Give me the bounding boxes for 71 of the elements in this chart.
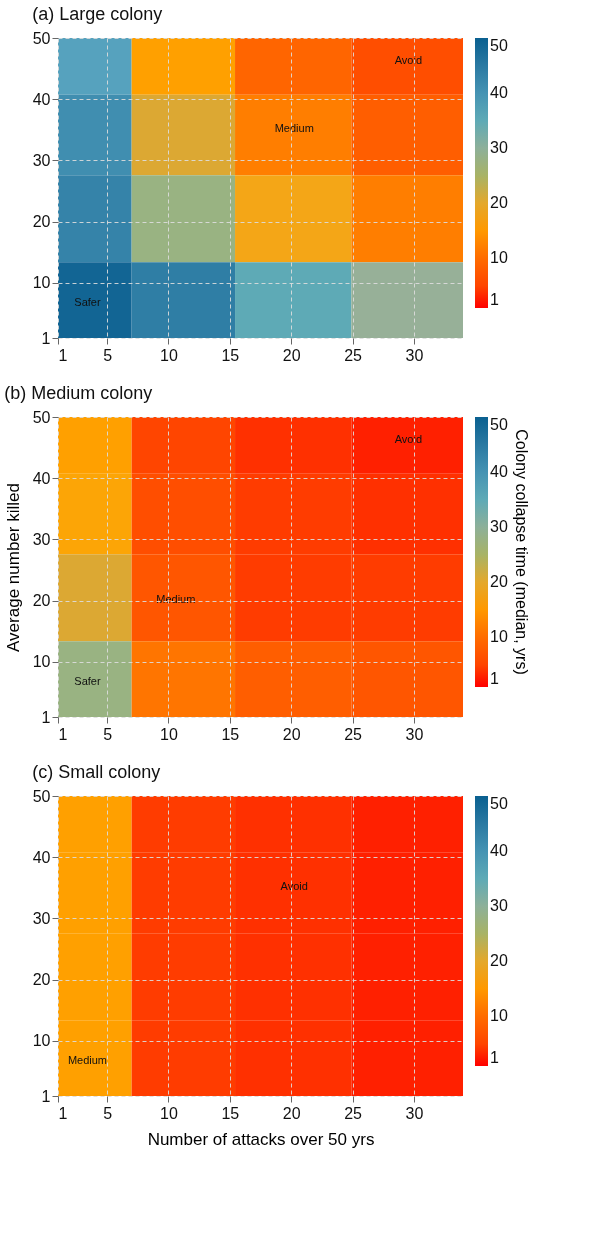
x-tick-label: 1 [58,1104,68,1122]
x-tick-label: 20 [282,725,301,743]
color-bar-title: Colony collapse time (median, yrs) [513,429,530,675]
color-bar-label: 30 [490,518,508,536]
color-bar-label: 40 [490,842,508,860]
y-tick-label: 40 [32,848,51,866]
x-tick-label: 20 [282,346,301,364]
y-tick-label: 10 [32,1032,51,1050]
y-tick-label: 10 [32,653,51,671]
y-tick-label: 50 [32,408,51,426]
y-tick-label: 1 [41,708,51,726]
color-bar-label: 20 [490,573,508,591]
chart-title: (b) Medium colony [4,383,153,403]
color-bar-label: 10 [490,628,508,646]
color-bar-label: 40 [490,84,508,102]
x-tick-label: 10 [160,1104,178,1122]
x-tick-label: 5 [103,725,113,743]
y-tick-label: 40 [32,90,51,108]
y-tick-label: 1 [41,1087,51,1105]
x-tick-label: 1 [58,346,68,364]
data-label: Avoid [394,53,423,66]
color-bar-label: 40 [490,463,508,481]
color-bar-label: 1 [490,1049,499,1066]
y-tick-label: 30 [32,530,51,548]
x-tick-label: 15 [221,346,240,364]
color-bar-label: 10 [490,1007,508,1025]
color-bar-label: 10 [490,249,508,267]
color-bar-label: 30 [490,139,508,157]
data-label: Medium [274,121,314,134]
color-bar-label: 50 [490,416,508,433]
y-tick-label: 20 [32,592,51,610]
y-axis-title: Average number killed [3,483,23,652]
x-tick-label: 30 [405,1104,424,1122]
data-label: Medium [67,1054,108,1067]
x-tick-label: 30 [405,725,424,743]
color-bar-label: 50 [490,795,508,812]
color-bar-label: 1 [490,670,499,687]
color-bar-label: 30 [490,897,508,915]
x-tick-label: 1 [58,725,68,743]
chart-title: (a) Large colony [32,4,163,24]
x-tick-label: 30 [405,346,424,364]
y-tick-label: 20 [32,971,51,989]
y-tick-label: 30 [32,151,51,169]
x-axis-title: Number of attacks over 50 yrs [147,1129,375,1149]
x-tick-label: 20 [282,1104,301,1122]
data-label: Avoid [394,432,423,445]
y-tick-label: 20 [32,213,51,231]
x-tick-label: 15 [221,725,240,743]
data-label: Avoid [280,879,308,892]
x-tick-label: 10 [160,725,178,743]
y-tick-label: 50 [32,29,51,47]
x-tick-label: 5 [103,1104,113,1122]
x-tick-label: 15 [221,1104,240,1122]
y-tick-label: 50 [32,787,51,805]
color-bar-label: 50 [490,37,508,54]
y-tick-label: 1 [41,329,51,347]
x-tick-label: 25 [344,725,363,743]
y-tick-label: 30 [32,909,51,927]
data-label: Medium [156,593,196,606]
y-tick-label: 10 [32,274,51,292]
data-label: Safer [74,675,101,688]
data-label: Safer [74,296,101,309]
x-tick-label: 25 [344,1104,363,1122]
x-tick-label: 10 [160,346,178,364]
color-bar-label: 20 [490,952,508,970]
color-bar-label: 20 [490,194,508,212]
color-bar-label: 1 [490,291,499,308]
y-tick-label: 40 [32,469,51,487]
x-tick-label: 5 [103,346,113,364]
x-tick-label: 25 [344,346,363,364]
chart-title: (c) Small colony [32,762,161,782]
